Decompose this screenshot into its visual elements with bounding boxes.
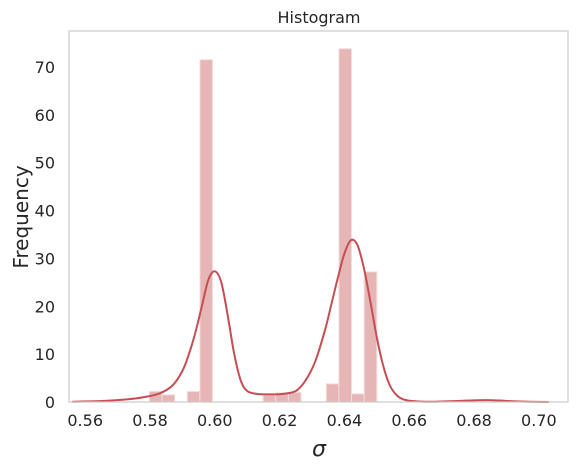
histogram-bar	[200, 60, 213, 402]
x-tick-label: 0.58	[132, 411, 168, 430]
x-tick-label: 0.66	[391, 411, 427, 430]
histogram-bar	[339, 49, 352, 402]
histogram-bar	[364, 272, 377, 402]
y-tick-label: 20	[35, 297, 55, 316]
y-tick-label: 0	[45, 393, 55, 412]
y-tick-label: 40	[35, 202, 55, 221]
x-tick-label: 0.68	[456, 411, 492, 430]
x-tick-labels: 0.56 0.58 0.60 0.62 0.64 0.66 0.68 0.70	[67, 411, 556, 430]
x-tick-label: 0.64	[327, 411, 363, 430]
plot-frame	[69, 31, 568, 402]
kde-curve	[72, 240, 548, 402]
histogram-bar	[326, 384, 339, 402]
histogram-bar	[263, 395, 276, 402]
x-axis-label: σ	[312, 437, 327, 462]
histogram-bar	[187, 391, 200, 402]
bars-layer	[149, 49, 376, 402]
y-tick-label: 70	[35, 58, 55, 77]
histogram-bar	[162, 395, 175, 402]
histogram-bar	[352, 394, 365, 402]
x-tick-label: 0.62	[262, 411, 298, 430]
y-axis-label: Frequency	[9, 165, 33, 268]
y-tick-label: 10	[35, 345, 55, 364]
y-tick-label: 30	[35, 249, 55, 268]
x-tick-label: 0.56	[67, 411, 103, 430]
chart-title: Histogram	[278, 8, 361, 27]
x-tick-label: 0.60	[197, 411, 233, 430]
y-tick-label: 50	[35, 154, 55, 173]
y-tick-labels: 0 10 20 30 40 50 60 70	[35, 58, 55, 412]
y-tick-label: 60	[35, 106, 55, 125]
x-tick-label: 0.70	[521, 411, 557, 430]
